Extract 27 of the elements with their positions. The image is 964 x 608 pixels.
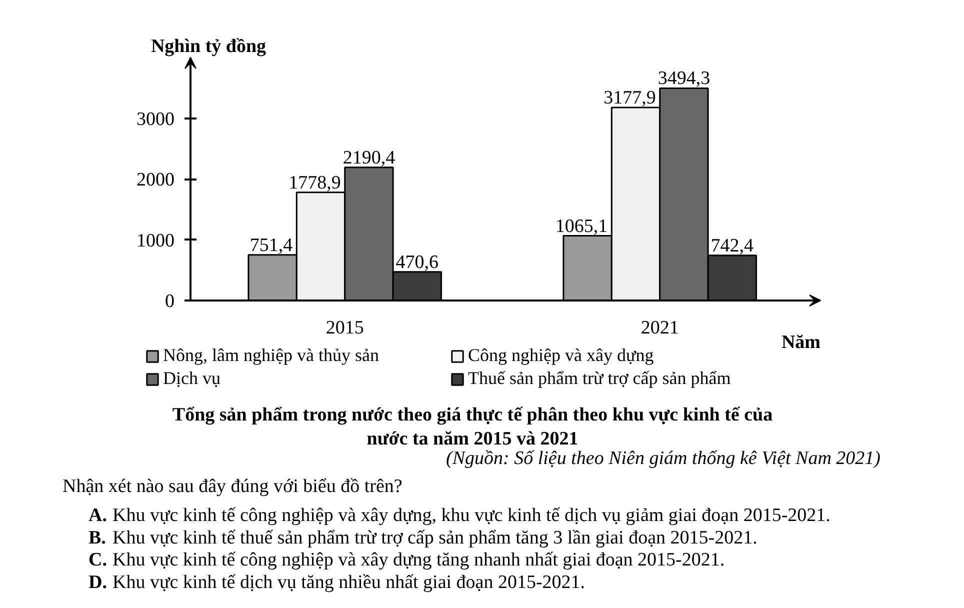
text: Nhận xét nào sau đây đúng với biểu đồ trên?: [62, 476, 402, 497]
y-tick-label: 2000: [136, 170, 174, 190]
x-tick-label: 2015: [326, 318, 364, 338]
data-label: 751,4: [250, 234, 294, 256]
text: C. Khu vực kinh tế công nghiệp và xây dựng tăng nhanh nhất giai đoạn 2015-2021.: [88, 550, 725, 571]
legend-label: Công nghiệp và xây dựng: [468, 345, 655, 366]
y-axis-title: Nghìn tỷ đồng: [150, 36, 267, 57]
y-tick-label: 1000: [136, 230, 174, 252]
data-label: 2190,4: [342, 147, 396, 168]
legend-label: Nông, lâm nghiệp và thủy sản: [163, 345, 380, 366]
text: D. Khu vực kinh tế dịch vụ tăng nhiều nhất giai đoạn 2015-2021.: [88, 572, 586, 593]
data-label: 742,4: [710, 235, 754, 256]
data-label: 1065,1: [555, 216, 608, 237]
x-tick-label: 2021: [640, 318, 679, 338]
y-tick-label: 0: [165, 291, 174, 312]
data-label: 3494,3: [658, 68, 710, 90]
legend-label: Thuế sản phẩm trừ trợ cấp sản phẩm: [468, 368, 732, 389]
data-label: 3177,9: [604, 87, 656, 108]
x-axis-title: Năm: [781, 332, 821, 353]
text: A. Khu vực kinh tế công nghiệp và xây dựng, khu vực kinh tế dịch vụ giảm giai đoạn 2015-2021.: [88, 505, 830, 526]
data-label: 1778,9: [288, 172, 341, 194]
legend-label: Dịch vụ: [163, 368, 222, 389]
text: (Nguồn: Số liệu theo Niên giám thống kê Việt Nam 2021): [446, 448, 880, 469]
y-tick-label: 3000: [136, 108, 174, 130]
data-label: 470,6: [396, 252, 439, 273]
text: Tổng sản phẩm trong nước theo giá thực tế phân theo khu vực kinh tế của nước ta năm 2015 và 2021: [172, 404, 774, 450]
text: B. Khu vực kinh tế thuế sản phẩm trừ trợ cấp sản phẩm tăng 3 lần giai đoạn 2015-2021.: [88, 527, 758, 548]
